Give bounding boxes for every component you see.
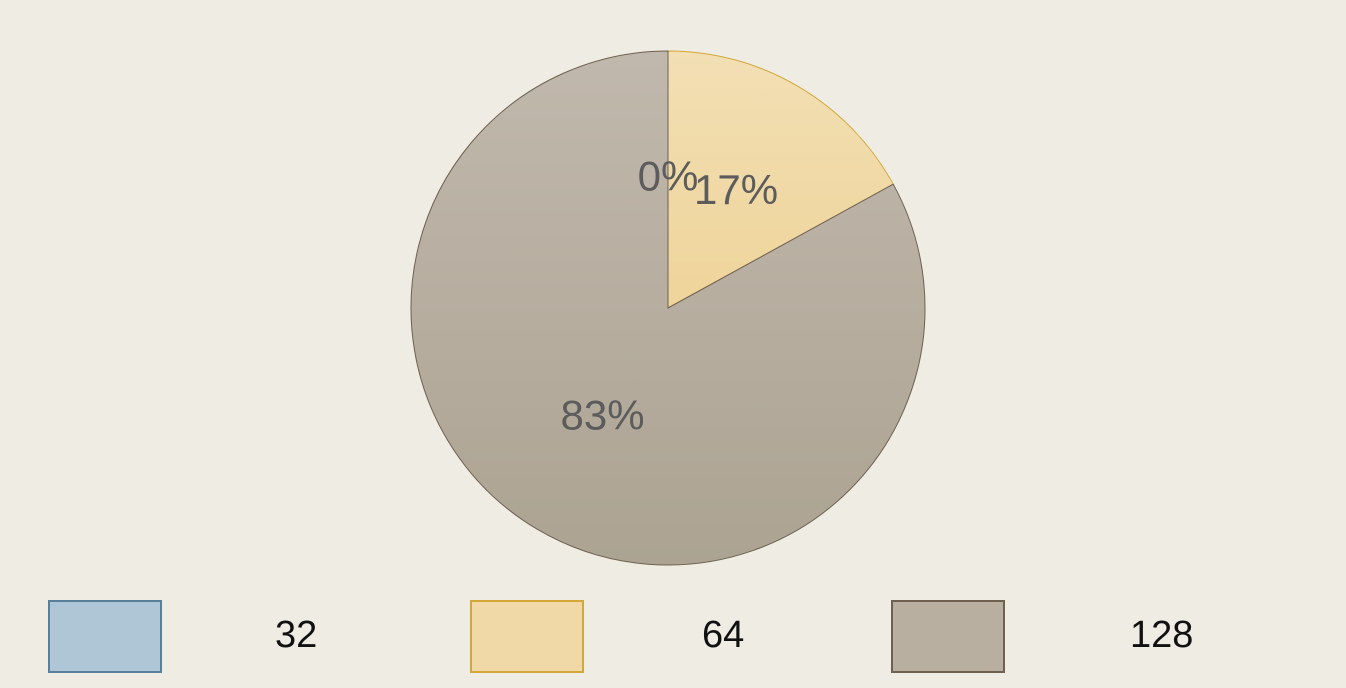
legend-label-32: 32 [275, 616, 317, 654]
slice-percent-label-32: 0% [638, 153, 699, 200]
legend-label-64: 64 [702, 616, 744, 654]
legend-swatch-64 [470, 600, 584, 673]
legend-swatch-32 [48, 600, 162, 673]
slice-percent-label-128: 83% [561, 392, 645, 439]
legend-swatch-128 [891, 600, 1005, 673]
legend-label-128: 128 [1130, 616, 1193, 654]
slice-percent-label-64: 17% [694, 166, 778, 213]
